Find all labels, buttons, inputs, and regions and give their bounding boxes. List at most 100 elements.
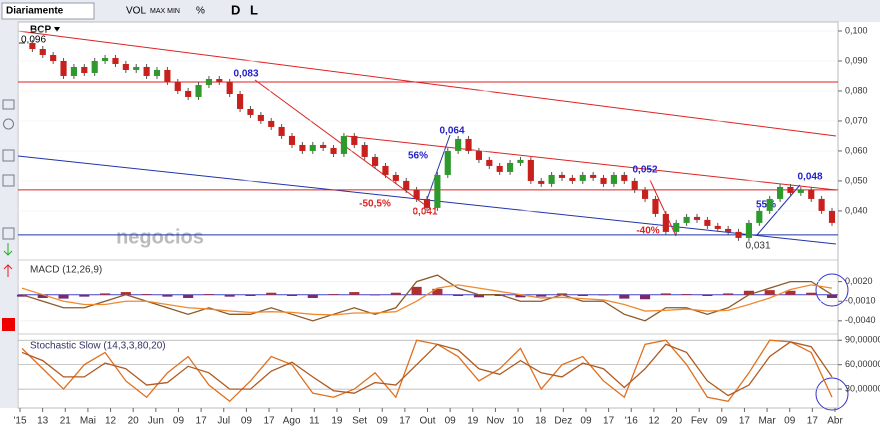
candle [81,66,88,73]
dropdown-arrow[interactable] [54,27,60,32]
x-tick-label: Fev [691,416,708,427]
candle [50,54,57,61]
histogram-bar [245,294,256,296]
histogram-bar [702,294,713,296]
candle [403,180,410,190]
indicator-line [21,341,833,397]
histogram-bar [307,294,318,298]
tool-button[interactable]: D [231,2,240,17]
period-label: Diariamente [6,6,64,17]
candle [756,210,763,223]
histogram-bar [619,294,630,299]
histogram-bar [390,292,401,295]
candle [247,108,254,115]
y-tick-label: 30,00000 [845,383,880,393]
candle [673,222,680,232]
candle [496,165,503,172]
candle [330,147,337,154]
annotation: 55% [756,200,776,211]
tool-button[interactable]: L [250,2,258,17]
x-tick-label: 19 [467,416,479,427]
annotation: 56% [408,151,428,162]
histogram-bar [411,286,422,295]
tool-button[interactable]: MAX MIN [150,8,180,15]
tool-icons [2,99,15,277]
candle [766,198,773,211]
x-tick-label: '16 [625,416,638,427]
candle [828,210,836,223]
y-tick-label: 0,100 [845,25,868,35]
annotation: 0,083 [233,69,258,80]
annotation: 0,064 [439,126,464,137]
candle [122,63,129,70]
candle [153,69,161,76]
tool-button[interactable]: VOL [126,6,146,17]
candle [60,60,67,76]
candle [693,216,701,220]
x-tick-label: 18 [535,416,547,427]
annotation: 0,048 [797,172,822,183]
x-tick-label: 11 [309,416,320,427]
y-tick-label: 60,00000 [845,359,880,369]
x-tick-label: 09 [580,416,592,427]
x-tick-label: 20 [128,416,140,427]
candle [558,174,566,178]
histogram-bar [723,293,734,295]
x-tick-label: 17 [603,416,615,427]
trend-line [649,179,677,237]
candle [590,174,597,178]
candle [309,144,316,151]
symbol: BCP [30,25,51,36]
candle [112,57,119,64]
x-tick-label: Set [352,416,367,427]
candle [548,174,555,184]
x-tick-label: Nov [487,416,505,427]
histogram-bar [58,294,69,299]
y-tick-label: 0,050 [845,175,868,185]
color-tool[interactable] [2,318,15,331]
x-tick-label: 17 [739,416,751,427]
histogram-bar [162,294,173,297]
annotation: 0,052 [632,165,657,176]
x-tick-label: 09 [173,416,185,427]
x-tick-label: 17 [807,416,819,427]
histogram-bar [37,294,48,298]
x-tick-label: Out [419,416,435,427]
histogram-bar [681,294,692,295]
x-tick-label: 17 [196,416,208,427]
candle [278,126,285,136]
candle [70,66,77,76]
candle [320,144,327,148]
x-tick-label: 12 [105,416,117,427]
x-tick-label: 09 [784,416,796,427]
candle [205,78,212,85]
candle [257,114,264,121]
y-tick-label: 0,040 [845,205,868,215]
candle [372,156,379,166]
candle [91,60,98,73]
x-tick-label: Ago [283,416,301,427]
indicator-line [21,339,833,403]
candle [652,198,659,214]
annotations: 0,083 0,064 56% -50,5% 0,041 0,052 -40% … [233,69,822,252]
candle [382,165,389,175]
last-price: 0,096 [21,35,46,46]
panel-title: Stochastic Slow (14,3,3,80,20) [30,341,166,352]
candle [818,198,825,211]
y-tick-label: 0,080 [845,85,868,95]
candle [683,216,690,223]
tool-button[interactable]: % [196,6,205,17]
histogram-bar [183,294,194,298]
candle [787,186,794,193]
histogram-bar [432,288,443,295]
candle [185,90,192,97]
x-tick-label: 10 [512,416,524,427]
period-select[interactable] [1,2,95,20]
trend-line [345,135,837,191]
y-tick-label: 0,070 [845,115,868,125]
candle [237,93,244,109]
candle [777,186,784,199]
indicator-line [21,284,833,316]
candle [195,84,202,97]
histogram-bar [536,294,547,297]
